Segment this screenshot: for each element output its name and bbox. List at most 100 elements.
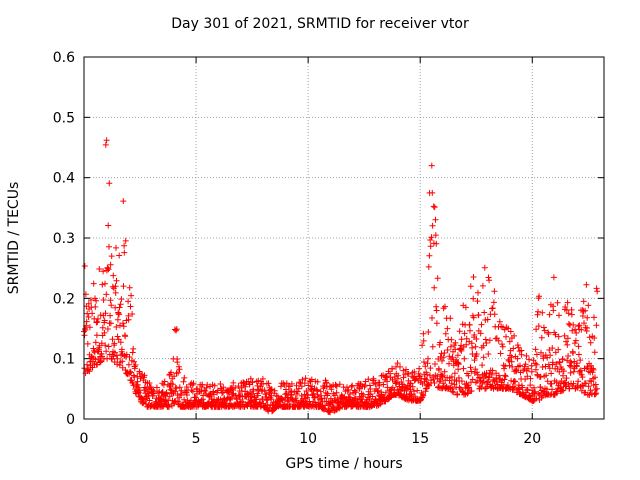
data-point bbox=[113, 277, 120, 284]
data-point bbox=[565, 353, 572, 359]
data-point bbox=[299, 376, 306, 383]
data-point bbox=[315, 393, 321, 400]
data-point bbox=[253, 396, 260, 403]
data-point bbox=[128, 292, 135, 299]
data-point bbox=[522, 361, 529, 368]
data-point bbox=[107, 320, 114, 327]
data-point bbox=[533, 361, 540, 368]
data-point bbox=[461, 355, 468, 362]
data-point bbox=[538, 334, 545, 341]
data-point bbox=[431, 380, 438, 386]
data-point bbox=[485, 378, 491, 385]
data-point bbox=[586, 334, 593, 341]
data-point bbox=[288, 380, 295, 387]
x-tick-label: 5 bbox=[192, 431, 201, 447]
data-point bbox=[514, 355, 521, 362]
data-point bbox=[321, 406, 328, 413]
data-point bbox=[428, 162, 435, 169]
data-point bbox=[327, 395, 334, 402]
data-point bbox=[305, 382, 312, 389]
data-point bbox=[459, 388, 466, 395]
data-point bbox=[437, 339, 444, 346]
data-point bbox=[407, 380, 414, 387]
data-point bbox=[104, 326, 111, 332]
data-point bbox=[283, 380, 290, 387]
data-point bbox=[511, 378, 518, 385]
data-point bbox=[496, 318, 503, 325]
data-point bbox=[108, 253, 115, 260]
y-tick-label: 0.1 bbox=[53, 352, 75, 368]
data-point bbox=[173, 385, 180, 392]
data-point bbox=[183, 384, 190, 390]
data-point bbox=[98, 340, 105, 347]
data-point bbox=[426, 372, 433, 379]
data-point bbox=[173, 326, 180, 333]
data-point bbox=[532, 366, 539, 373]
data-point bbox=[92, 339, 99, 346]
data-point bbox=[376, 379, 383, 386]
data-point bbox=[82, 327, 89, 334]
data-point bbox=[384, 378, 391, 385]
data-point bbox=[141, 372, 148, 379]
data-point bbox=[569, 327, 576, 334]
data-point bbox=[93, 319, 100, 326]
data-point bbox=[426, 252, 433, 259]
data-point bbox=[506, 338, 513, 345]
data-point bbox=[564, 357, 571, 364]
data-point bbox=[365, 376, 372, 383]
data-point bbox=[122, 237, 129, 244]
data-point bbox=[104, 265, 111, 272]
data-point bbox=[229, 391, 236, 398]
data-point bbox=[565, 320, 572, 327]
data-point bbox=[120, 283, 127, 290]
data-point bbox=[511, 332, 518, 339]
data-point bbox=[202, 387, 209, 394]
data-point bbox=[255, 377, 262, 384]
data-point bbox=[326, 383, 333, 390]
data-point bbox=[545, 331, 552, 337]
data-point bbox=[167, 386, 174, 393]
data-point bbox=[131, 358, 137, 365]
data-point bbox=[470, 314, 477, 321]
data-point bbox=[561, 332, 568, 339]
data-point bbox=[81, 263, 88, 269]
data-point bbox=[102, 342, 109, 349]
data-point bbox=[383, 373, 390, 380]
data-point bbox=[105, 343, 112, 350]
data-point bbox=[467, 283, 474, 290]
data-point bbox=[543, 386, 550, 393]
data-point bbox=[314, 378, 321, 385]
data-point bbox=[352, 389, 359, 396]
data-point bbox=[564, 299, 571, 306]
data-point bbox=[577, 357, 584, 364]
data-point bbox=[573, 330, 580, 336]
data-point bbox=[555, 333, 562, 340]
data-point bbox=[479, 282, 486, 289]
data-point bbox=[232, 384, 239, 391]
data-point bbox=[405, 370, 412, 377]
x-tick-label: 0 bbox=[80, 431, 89, 447]
data-point bbox=[593, 322, 600, 329]
data-point bbox=[468, 368, 475, 375]
data-point bbox=[395, 372, 402, 379]
data-point bbox=[428, 234, 435, 241]
data-point bbox=[506, 362, 513, 369]
data-point bbox=[495, 337, 502, 344]
data-point bbox=[455, 361, 462, 368]
data-point bbox=[159, 388, 166, 395]
data-point bbox=[250, 388, 257, 394]
data-point bbox=[174, 359, 181, 366]
data-point bbox=[543, 372, 550, 379]
data-point bbox=[560, 387, 567, 394]
data-point bbox=[544, 378, 551, 385]
data-point bbox=[485, 351, 492, 357]
data-point bbox=[433, 240, 440, 247]
data-point bbox=[458, 378, 465, 385]
data-point bbox=[153, 384, 160, 391]
data-point bbox=[585, 383, 592, 390]
data-point bbox=[122, 367, 129, 373]
data-point bbox=[466, 321, 473, 328]
data-point bbox=[480, 342, 487, 349]
data-point bbox=[480, 354, 487, 361]
